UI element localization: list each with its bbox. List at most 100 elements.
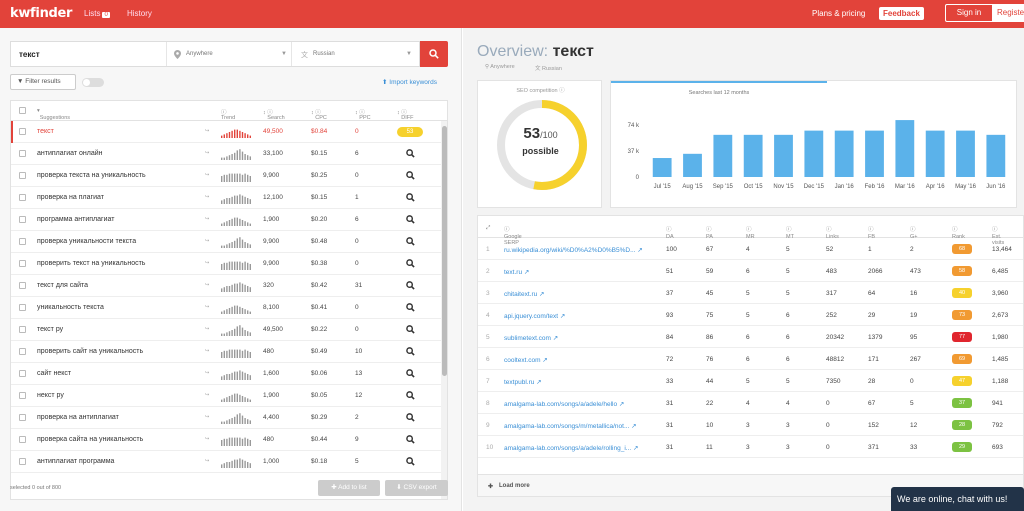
table-row[interactable]: антиплагиат программа 1,000 $0.18 5 ↪ [11,451,441,473]
search-icon[interactable] [406,457,415,466]
row-checkbox[interactable] [19,304,26,311]
search-icon[interactable] [406,193,415,202]
nav-history[interactable]: History [127,9,152,18]
row-checkbox[interactable] [19,436,26,443]
serp-url[interactable]: amalgama-lab.com/songs/a/adele/hello ↗ [504,401,625,408]
row-checkbox[interactable] [19,172,26,179]
import-keywords-link[interactable]: ⬆ Import keywords [382,78,437,86]
table-row[interactable]: программа антиплагиат 1,900 $0.20 6 ↪ [11,209,441,231]
row-checkbox[interactable] [19,326,26,333]
table-row[interactable]: проверка текста на уникальность 9,900 $0.2… [11,165,441,187]
sparkline-bar [244,284,246,292]
table-row[interactable]: антиплагиат онлайн 33,100 $0.15 6 ↪ [11,143,441,165]
col-est-visits: Est. visits ⓘ [992,227,1005,246]
sparkline-bar [228,173,231,182]
search-icon[interactable] [406,303,415,312]
serp-url[interactable]: chitaitext.ru ↗ [504,291,545,298]
live-chat-button[interactable]: We are online, chat with us! [891,487,1024,511]
filter-results-button[interactable]: ▼ Filter results [10,74,76,90]
table-row[interactable]: текст 49,500 $0.84 0 ↪ 53 [11,121,441,143]
filter-toggle[interactable] [82,78,104,87]
location-select[interactable]: Anywhere [186,51,213,57]
row-checkbox[interactable] [19,128,26,135]
table-row[interactable]: проверка на антиплагиат 4,400 $0.29 2 ↪ [11,407,441,429]
language-select[interactable]: Russian [313,51,335,57]
feedback-button[interactable]: Feedback [879,7,924,20]
table-row[interactable]: проверка сайта на уникальность 480 $0.44 9 ↪ [11,429,441,451]
search-icon[interactable] [406,237,415,246]
col-ppc[interactable]: ↕ PPC ⓘ [355,110,371,121]
table-row[interactable]: проверить текст на уникальность 9,900 $0.3… [11,253,441,275]
mt-value: 6 [786,356,790,363]
serp-url[interactable]: text.ru ↗ [504,269,530,276]
search-icon[interactable] [406,369,415,378]
table-row[interactable]: проверить сайт на уникальность 480 $0.49 10… [11,341,441,363]
row-checkbox[interactable] [19,194,26,201]
keyword-text: текст [37,128,54,135]
col-trend[interactable]: Trend ⓘ [221,110,236,121]
x-tick-label: Aug '15 [682,184,703,190]
table-row[interactable]: некст ру 1,900 $0.05 12 ↪ [11,385,441,407]
table-row[interactable]: текст ру 49,500 $0.22 0 ↪ [11,319,441,341]
search-icon[interactable] [406,347,415,356]
row-checkbox[interactable] [19,370,26,377]
chart-bar [652,158,672,177]
col-diff[interactable]: ↕ DIFF ⓘ [397,110,414,121]
row-checkbox[interactable] [19,348,26,355]
serp-url[interactable]: amalgama-lab.com/songs/m/metallica/not..… [504,423,637,430]
row-checkbox[interactable] [19,282,26,289]
search-icon[interactable] [406,325,415,334]
keyword-input[interactable]: текст [19,50,40,59]
x-tick-label: May '16 [955,184,976,190]
kwfinder-logo[interactable]: kwfinder [10,6,73,21]
table-row[interactable]: сайт некст 1,600 $0.06 13 ↪ [11,363,441,385]
search-icon[interactable] [406,215,415,224]
row-checkbox[interactable] [19,150,26,157]
serp-url[interactable]: api.jquery.com/text ↗ [504,313,566,320]
serp-url[interactable]: amalgama-lab.com/songs/a/adele/rolling_i… [504,445,639,452]
col-suggestions[interactable]: ▾ Suggestions [37,108,71,121]
difficulty-badge[interactable]: 53 [397,127,423,137]
search-icon[interactable] [406,259,415,268]
search-button[interactable] [420,41,448,67]
serp-url[interactable]: sublimetext.com ↗ [504,335,559,342]
table-row[interactable]: проверка на плагиат 12,100 $0.15 1 ↪ [11,187,441,209]
serp-url[interactable]: cooltext.com ↗ [504,357,548,364]
est-visits-value: 1,188 [992,378,1009,385]
search-icon[interactable] [406,149,415,158]
col-search[interactable]: ↕ Search ⓘ [263,110,285,121]
expand-icon[interactable]: ⤢ [486,225,491,231]
plans-pricing-link[interactable]: Plans & pricing [812,9,866,18]
table-row[interactable]: текст для сайта 320 $0.42 31 ↪ [11,275,441,297]
x-tick-label: Jun '16 [986,184,1006,190]
search-icon[interactable] [406,281,415,290]
table-row[interactable]: уникальность текста 8,100 $0.41 0 ↪ [11,297,441,319]
sparkline-bar [244,196,246,204]
sparkline-bar [234,305,236,314]
row-checkbox[interactable] [19,260,26,267]
search-icon[interactable] [406,413,415,422]
sign-in-button[interactable]: Sign in [945,4,992,22]
nav-lists[interactable]: Lists 0 [84,9,110,18]
register-button[interactable]: Register [992,4,1024,22]
csv-export-button[interactable]: ⬇ CSV export [385,480,448,496]
row-checkbox[interactable] [19,414,26,421]
scrollbar-thumb[interactable] [442,126,447,376]
row-checkbox[interactable] [19,392,26,399]
select-all-checkbox[interactable] [19,107,26,114]
search-icon[interactable] [406,171,415,180]
pa-value: 76 [706,356,714,363]
search-icon[interactable] [406,435,415,444]
sparkline-bar [221,245,223,248]
table-row[interactable]: проверка уникальности текста 9,900 $0.48 0 ↪ [11,231,441,253]
load-more-button[interactable]: ✚ Load more [478,474,1023,496]
add-to-list-button[interactable]: ✚ Add to list [318,480,380,496]
row-checkbox[interactable] [19,216,26,223]
row-checkbox[interactable] [19,238,26,245]
col-cpc[interactable]: ↕ CPC ⓘ [311,110,327,121]
row-checkbox[interactable] [19,458,26,465]
serp-url[interactable]: ru.wikipedia.org/wiki/%D0%A2%D0%B5%D... … [504,247,643,254]
serp-url[interactable]: textpubl.ru ↗ [504,379,542,386]
search-icon[interactable] [406,391,415,400]
sparkline-bar [221,440,223,446]
